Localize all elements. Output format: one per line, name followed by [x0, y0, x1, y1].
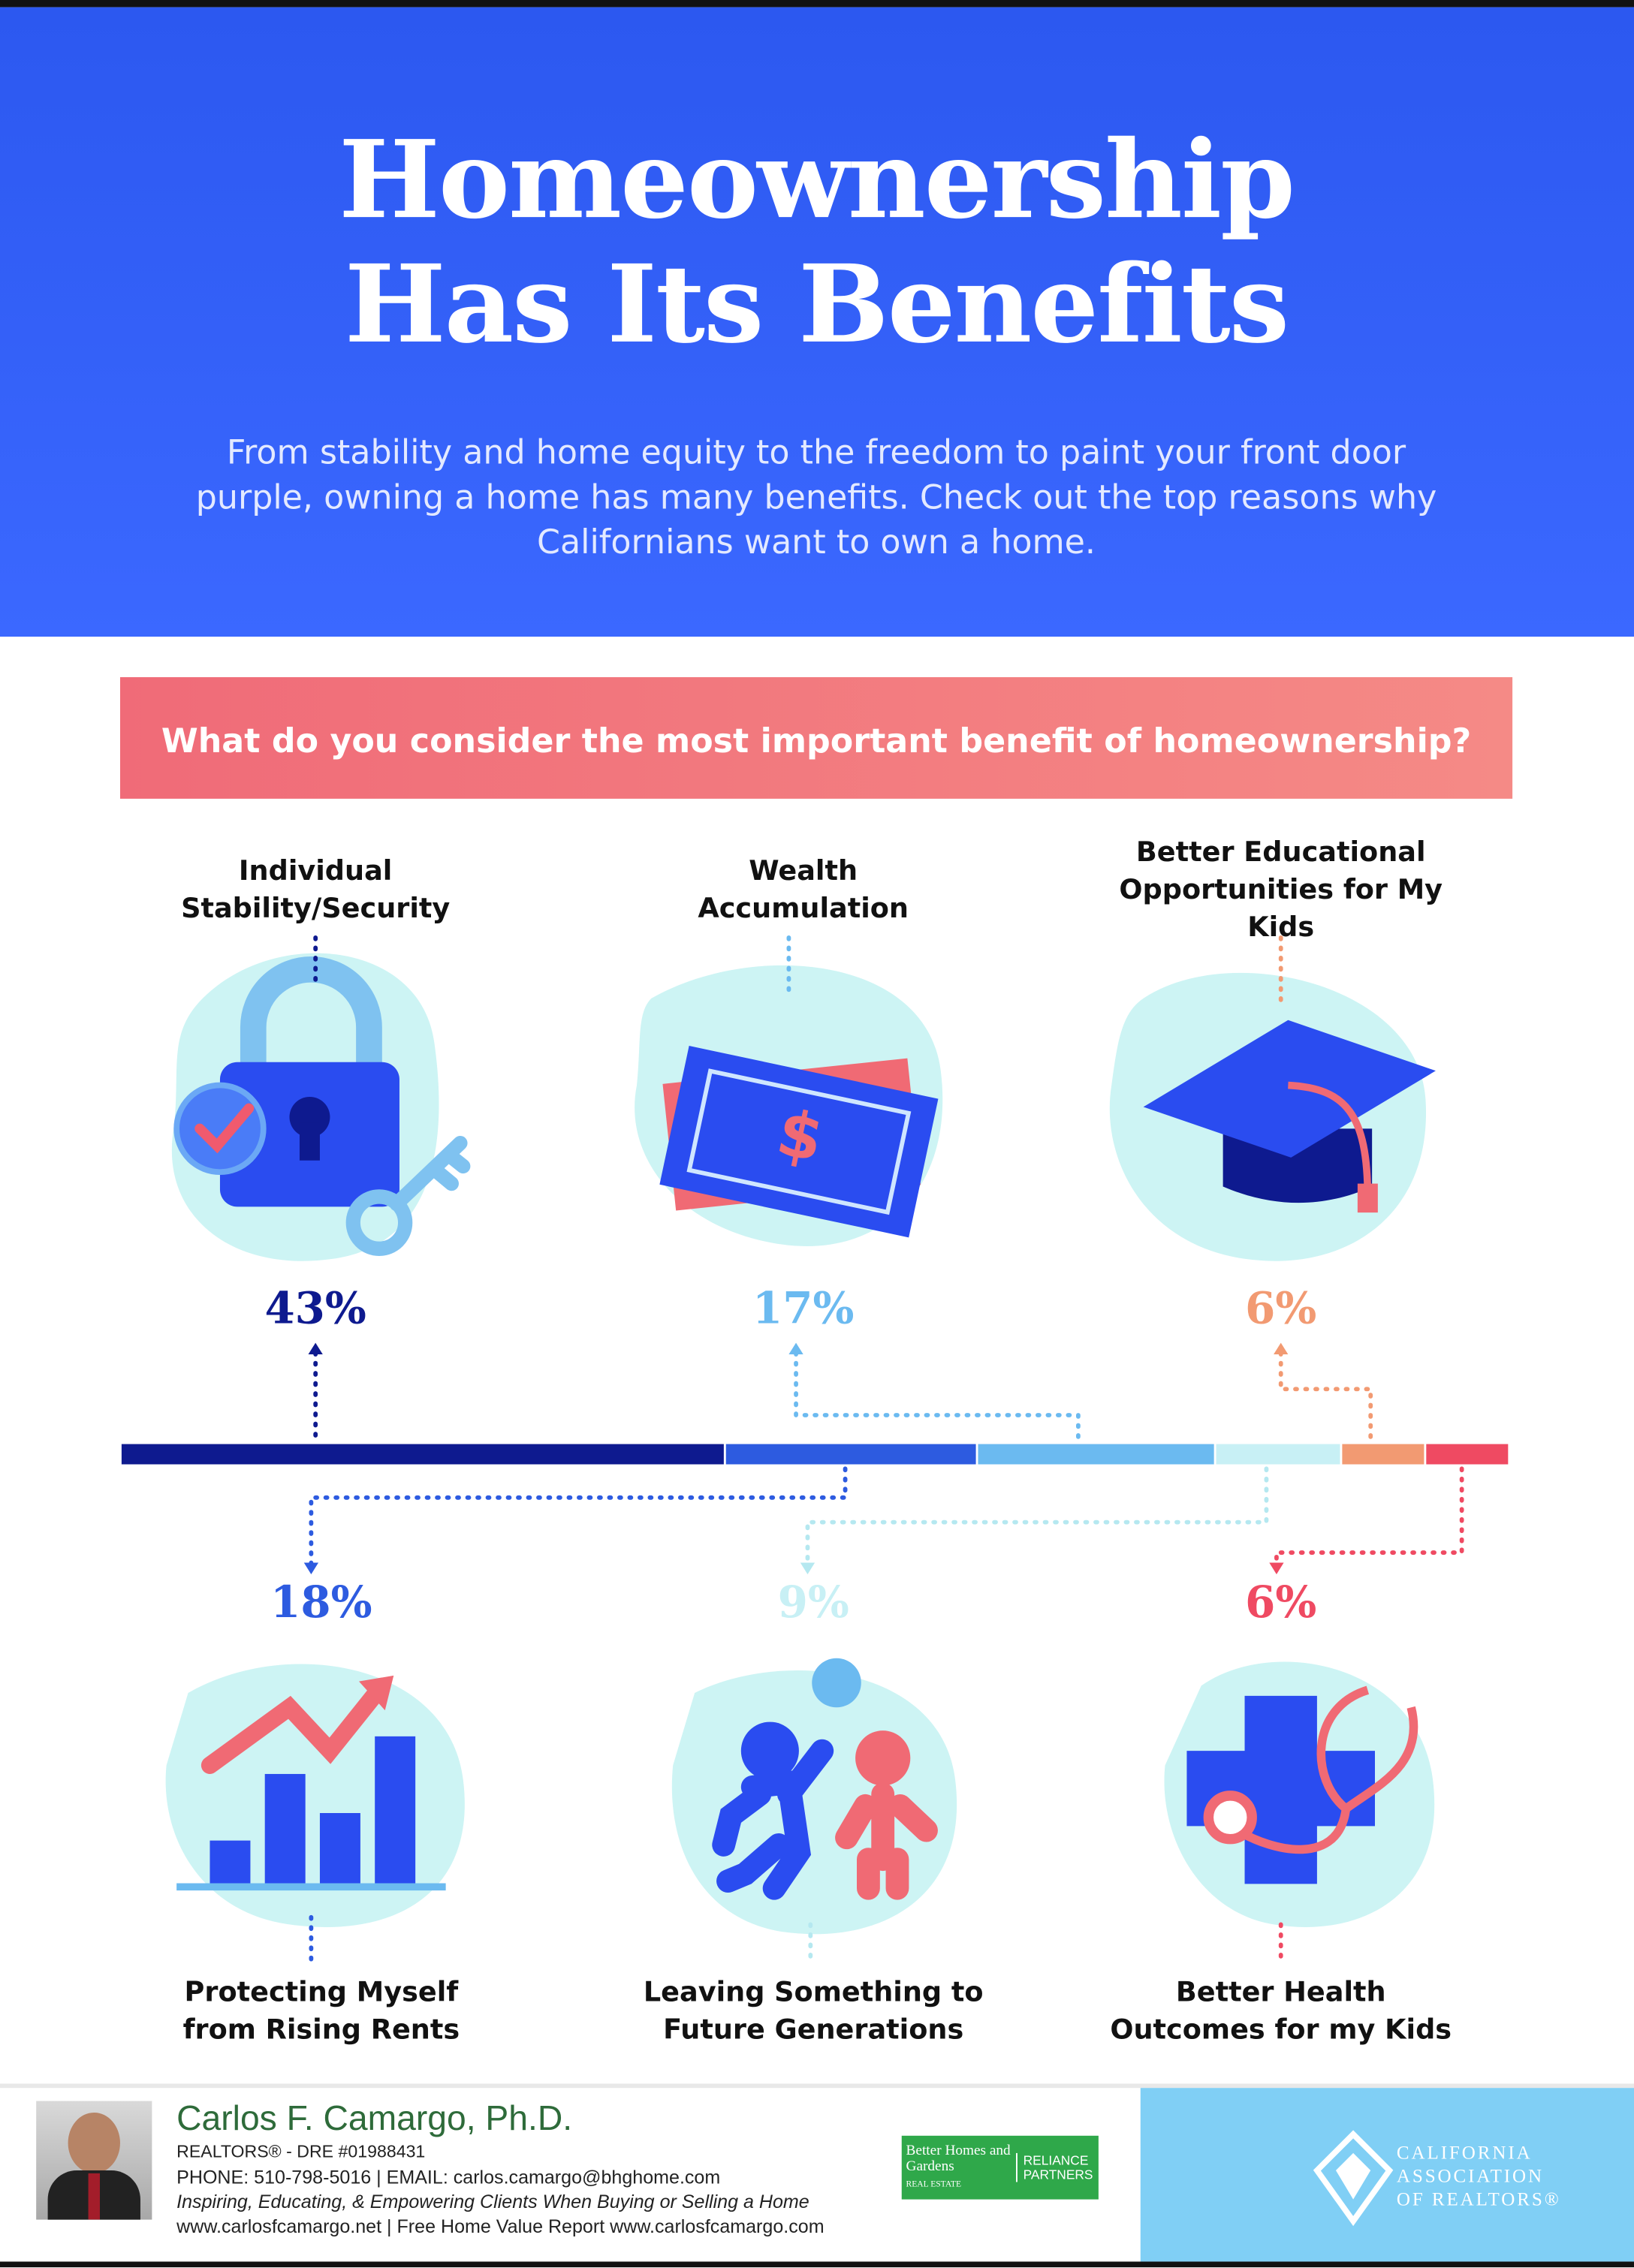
- bar-segment: [121, 1444, 724, 1465]
- agent-websites: www.carlosfcamargo.net | Free Home Value…: [176, 2215, 825, 2237]
- value-label: 9%: [777, 1577, 849, 1629]
- connectors: [309, 935, 1464, 1968]
- category-label: Leaving Something to Future Generations: [643, 1976, 984, 2047]
- title: Homeownership Has Its Benefits: [339, 119, 1295, 368]
- category-label: Individual Stability/Security: [181, 855, 451, 925]
- top-border: [0, 0, 1634, 8]
- arrowheads: [303, 1342, 1289, 1574]
- bar-segment: [725, 1444, 976, 1465]
- brokerage-logo: Better Homes and Gardens REAL ESTATE RELI…: [901, 2135, 1099, 2200]
- agent-tagline: Inspiring, Educating, & Empowering Clien…: [176, 2191, 809, 2212]
- bar-segment: [978, 1444, 1214, 1465]
- bar-segment: [1426, 1444, 1509, 1465]
- agent-contact: PHONE: 510-798-5016 | EMAIL: carlos.cama…: [176, 2166, 721, 2188]
- bottom-border: [0, 2261, 1634, 2268]
- subtitle: From stability and home equity to the fr…: [195, 435, 1437, 562]
- category-label: Wealth Accumulation: [698, 855, 909, 925]
- value-label: 17%: [752, 1284, 855, 1335]
- value-label: 6%: [1245, 1284, 1317, 1335]
- agent-photo: [36, 2101, 152, 2220]
- agent-name: Carlos F. Camargo, Ph.D.: [176, 2099, 573, 2139]
- brokerage-office: RELIANCE PARTNERS: [1016, 2152, 1096, 2182]
- header-band: [0, 7, 1634, 637]
- question-banner: [119, 677, 1513, 799]
- value-label: 18%: [270, 1577, 372, 1629]
- category-label: Protecting Myself from Rising Rents: [182, 1976, 460, 2047]
- brokerage-brand: Better Homes and Gardens REAL ESTATE: [902, 2142, 1016, 2192]
- stacked-bar: [121, 1444, 1509, 1465]
- association-name: CALIFORNIA ASSOCIATION OF REALTORS®: [1396, 2141, 1561, 2210]
- brand-sub: REAL ESTATE: [906, 2179, 962, 2189]
- category-label: Better Educational Opportunities for My …: [1119, 836, 1443, 944]
- value-label: 43%: [264, 1284, 366, 1335]
- question: What do you consider the most important …: [161, 723, 1472, 761]
- brand: Better Homes and Gardens: [906, 2142, 1011, 2174]
- footer-divider: [0, 2083, 1634, 2089]
- bar-segment: [1342, 1444, 1424, 1465]
- value-label: 6%: [1245, 1577, 1317, 1629]
- bar-segment: [1216, 1444, 1340, 1465]
- agent-license: REALTORS® - DRE #01988431: [176, 2141, 426, 2162]
- association-logo: [1313, 2130, 1394, 2227]
- category-label: Better Health Outcomes for my Kids: [1110, 1976, 1452, 2047]
